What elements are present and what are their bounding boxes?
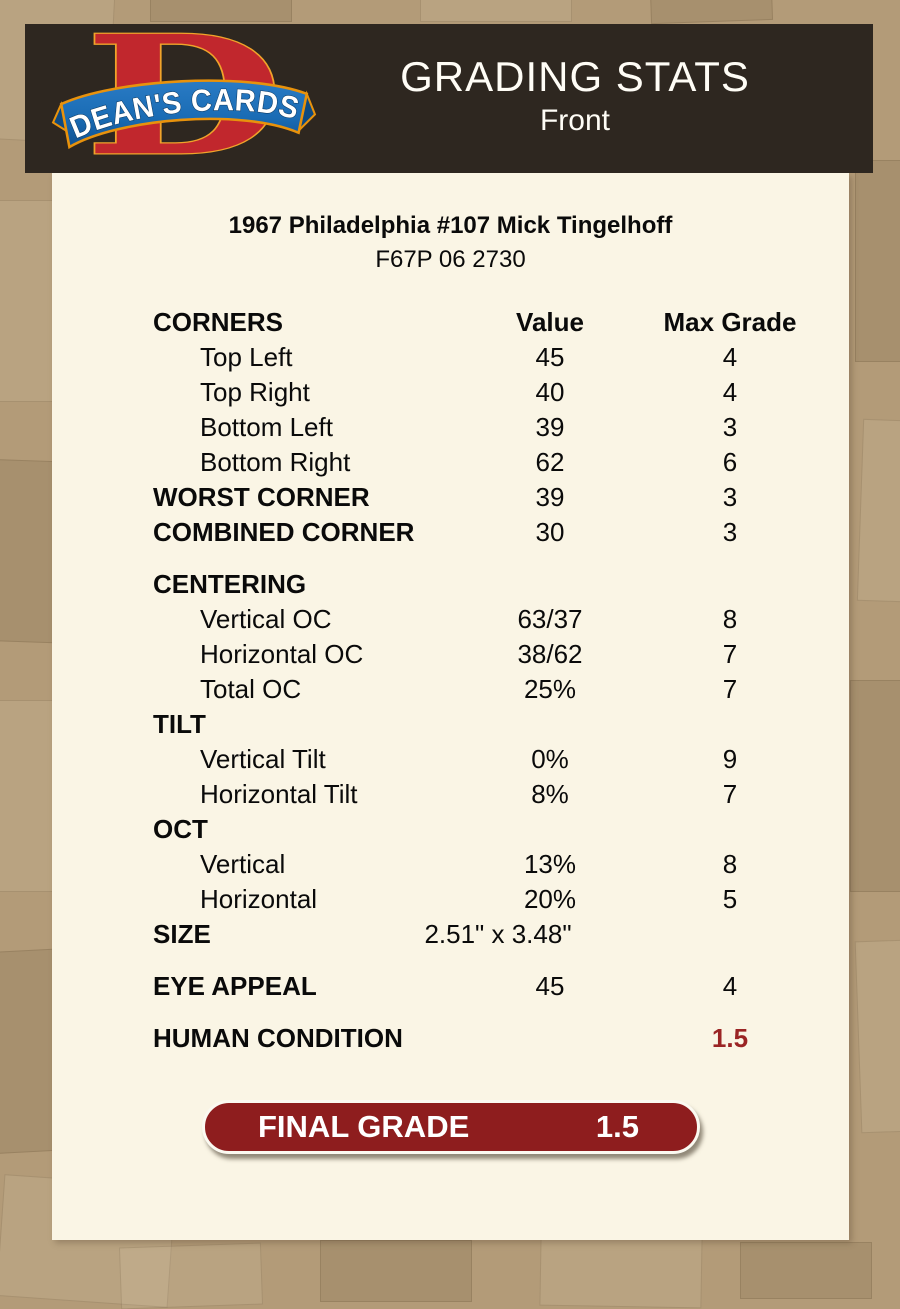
section-label-size: SIZE: [153, 919, 211, 949]
card-title: 1967 Philadelphia #107 Mick Tingelhoff: [228, 212, 673, 239]
table-spacer: [153, 1004, 849, 1021]
table-row-size: SIZE 2.51" x 3.48": [153, 917, 849, 952]
row-max-grade: 7: [722, 639, 738, 669]
final-grade-button[interactable]: FINAL GRADE 1.5: [202, 1100, 700, 1154]
row-max-grade: 3: [722, 412, 738, 442]
row-label: HUMAN CONDITION: [153, 1023, 403, 1053]
human-condition-grade: 1.5: [711, 1023, 749, 1053]
header-text-block: GRADING STATS Front: [355, 54, 795, 142]
row-value: 63/37: [517, 604, 583, 634]
section-label-centering: CENTERING: [153, 569, 307, 599]
row-max-grade: 3: [722, 517, 738, 547]
table-row-combined-corner: COMBINED CORNER 30 3: [153, 515, 849, 550]
column-header-max-grade: Max Grade: [663, 307, 797, 337]
row-label: Vertical Tilt: [200, 744, 326, 774]
table-row: Bottom Left 39 3: [153, 410, 849, 445]
row-value: 30: [535, 517, 565, 547]
row-max-grade: 7: [722, 779, 738, 809]
table-header-row: CORNERS Value Max Grade: [153, 305, 849, 340]
table-row: Vertical OC 63/37 8: [153, 602, 849, 637]
row-max-grade: 7: [722, 674, 738, 704]
grading-report-panel: 1967 Philadelphia #107 Mick Tingelhoff F…: [52, 173, 849, 1240]
row-value: 25%: [523, 674, 577, 704]
row-label: Horizontal OC: [200, 639, 364, 669]
table-row: Top Left 45 4: [153, 340, 849, 375]
table-row-worst-corner: WORST CORNER 39 3: [153, 480, 849, 515]
row-label: Bottom Left: [200, 412, 333, 442]
table-row: Horizontal 20% 5: [153, 882, 849, 917]
table-row: Top Right 40 4: [153, 375, 849, 410]
row-label: COMBINED CORNER: [153, 517, 415, 547]
row-max-grade: 4: [722, 377, 738, 407]
final-grade-label: FINAL GRADE: [258, 1109, 470, 1144]
row-label: EYE APPEAL: [153, 971, 317, 1001]
row-max-grade: 8: [722, 604, 738, 634]
row-label: Top Left: [200, 342, 293, 372]
row-max-grade: 8: [722, 849, 738, 879]
row-max-grade: 6: [722, 447, 738, 477]
row-max-grade: 9: [722, 744, 738, 774]
row-value: 40: [535, 377, 565, 407]
row-label: WORST CORNER: [153, 482, 370, 512]
section-row-tilt: TILT: [153, 707, 849, 742]
column-header-value: Value: [516, 307, 584, 337]
table-row: Total OC 25% 7: [153, 672, 849, 707]
row-max-grade: 5: [722, 884, 738, 914]
row-value: 45: [535, 342, 565, 372]
row-value: 0%: [531, 744, 569, 774]
row-max-grade: 4: [722, 971, 738, 1001]
logo-banner-ribbon: [59, 79, 309, 150]
row-value: 39: [535, 482, 565, 512]
page-title: GRADING STATS: [400, 53, 750, 100]
section-label-oct: OCT: [153, 814, 208, 844]
table-spacer: [153, 550, 849, 567]
table-spacer: [153, 952, 849, 969]
row-label: Vertical OC: [200, 604, 332, 634]
deans-cards-logo: D DEAN'S CARDS: [51, 0, 317, 193]
row-value: 62: [535, 447, 565, 477]
table-row: Horizontal Tilt 8% 7: [153, 777, 849, 812]
page-subtitle: Front: [539, 104, 611, 137]
table-row: Bottom Right 62 6: [153, 445, 849, 480]
card-id-code: F67P 06 2730: [375, 246, 526, 273]
row-value: 8%: [531, 779, 569, 809]
row-max-grade: 3: [722, 482, 738, 512]
table-row-eye-appeal: EYE APPEAL 45 4: [153, 969, 849, 1004]
grading-table: CORNERS Value Max Grade Top Left 45 4 To…: [52, 305, 849, 1056]
section-label-corners: CORNERS: [153, 307, 284, 337]
table-row: Vertical Tilt 0% 9: [153, 742, 849, 777]
row-value: 38/62: [517, 639, 583, 669]
table-row: Vertical 13% 8: [153, 847, 849, 882]
section-row-centering: CENTERING: [153, 567, 849, 602]
row-label: Bottom Right: [200, 447, 351, 477]
table-row: Horizontal OC 38/62 7: [153, 637, 849, 672]
row-label: Total OC: [200, 674, 302, 704]
section-label-tilt: TILT: [153, 709, 206, 739]
row-label: Horizontal Tilt: [200, 779, 358, 809]
row-value: 20%: [523, 884, 577, 914]
section-row-oct: OCT: [153, 812, 849, 847]
row-max-grade: 4: [722, 342, 738, 372]
row-value: 13%: [523, 849, 577, 879]
final-grade-value: 1.5: [595, 1109, 639, 1144]
row-value: 45: [535, 971, 565, 1001]
row-value: 2.51" x 3.48": [424, 919, 572, 949]
row-value: 39: [535, 412, 565, 442]
row-label: Horizontal: [200, 884, 318, 914]
deans-cards-logo-graphic: D DEAN'S CARDS: [51, 0, 317, 193]
row-label: Vertical: [200, 849, 286, 879]
table-row-human-condition: HUMAN CONDITION 1.5: [153, 1021, 849, 1056]
row-label: Top Right: [200, 377, 310, 407]
header-bar: D DEAN'S CARDS GRADING STATS Front: [25, 0, 873, 193]
